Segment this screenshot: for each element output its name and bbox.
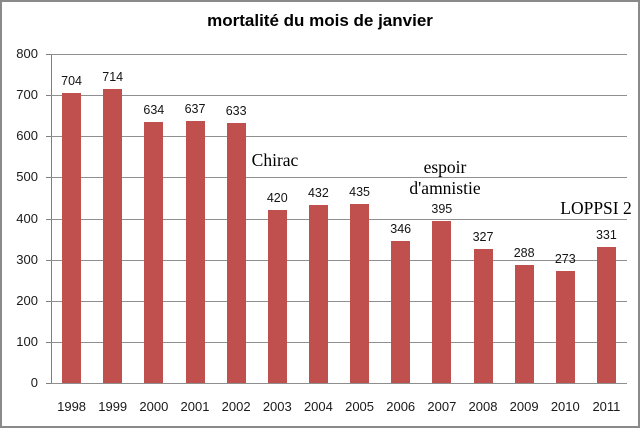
y-axis-label-200: 200 — [16, 292, 38, 308]
annotation-loppsi-2: LOPPSI 2 — [560, 198, 631, 219]
plot-area: Chirac espoir d'amnistie LOPPSI 2 704 714… — [46, 54, 632, 384]
y-axis-label-100: 100 — [16, 333, 38, 349]
bar-1999 — [103, 89, 123, 383]
x-axis-label-1999: 1999 — [98, 399, 128, 414]
annotation-chirac-text: Chirac — [251, 150, 299, 170]
y-axis-tick-300 — [46, 259, 51, 261]
y-axis-label-500: 500 — [16, 169, 38, 185]
bar-2004 — [308, 205, 328, 383]
annotation-chirac: Chirac — [252, 150, 299, 171]
y-axis-tick-600 — [46, 136, 51, 138]
x-axis-label-2004: 2004 — [303, 399, 333, 414]
y-axis-tick-100 — [46, 341, 51, 343]
bar-value-label-2009: 288 — [513, 245, 535, 260]
annotation-espoir-line-1: espoir — [423, 157, 467, 177]
x-axis-label-1998: 1998 — [57, 399, 87, 414]
y-axis-tick-0 — [46, 383, 51, 384]
annotation-loppsi-2-text: LOPPSI 2 — [560, 198, 632, 218]
y-axis-tick-400 — [46, 218, 51, 220]
y-axis-tick-700 — [46, 95, 51, 97]
bar-2009 — [514, 264, 534, 383]
y-axis-label-700: 700 — [16, 87, 38, 103]
bar-value-label-2000: 634 — [143, 103, 165, 118]
bar-2007 — [432, 220, 452, 383]
gridline-700 — [51, 95, 627, 97]
bar-value-label-2002: 633 — [225, 103, 247, 118]
y-axis-label-300: 300 — [16, 251, 38, 267]
bar-2002 — [226, 122, 246, 383]
x-axis-label-2011: 2011 — [592, 399, 621, 414]
bar-2010 — [555, 270, 575, 383]
gridline-800 — [51, 54, 627, 55]
annotation-espoir-line-2: d'amnistie — [409, 178, 481, 198]
bar-value-label-2006: 346 — [390, 221, 412, 236]
y-axis-label-600: 600 — [16, 128, 38, 144]
x-axis-label-2003: 2003 — [262, 399, 292, 414]
x-axis-label-2007: 2007 — [427, 399, 457, 414]
x-axis-label-2010: 2010 — [550, 399, 580, 414]
gridline-600 — [51, 136, 627, 138]
gridline-200 — [51, 300, 627, 302]
bar-2005 — [350, 204, 370, 383]
x-axis-label-2001: 2001 — [180, 399, 210, 414]
x-axis-label-2002: 2002 — [221, 399, 251, 414]
bar-value-label-2010: 273 — [554, 251, 576, 266]
bar-2000 — [144, 122, 164, 383]
x-axis-labels: 1998 1999 2000 2001 2002 2003 2004 2005 2006 2007… — [51, 399, 627, 417]
bar-value-label-2005: 435 — [349, 185, 370, 200]
x-axis-label-2000: 2000 — [139, 399, 169, 414]
bar-value-label-1998: 704 — [61, 74, 82, 89]
y-axis-label-0: 0 — [30, 375, 38, 390]
bar-value-label-2001: 637 — [184, 102, 206, 117]
bar-value-label-2003: 420 — [266, 191, 288, 206]
y-axis-label-800: 800 — [16, 46, 38, 61]
y-axis-tick-200 — [46, 300, 51, 302]
bar-value-label-2004: 432 — [307, 186, 329, 201]
bar-1998 — [62, 93, 82, 383]
bar-value-label-2011: 331 — [595, 227, 617, 242]
y-axis-labels: 0 100 200 300 400 500 600 700 800 — [2, 46, 42, 390]
y-axis-label-400: 400 — [16, 210, 38, 226]
x-axis-label-2008: 2008 — [468, 399, 498, 414]
gridline-0 — [51, 383, 627, 384]
bar-value-label-2008: 327 — [472, 229, 494, 244]
bar-value-label-2007: 395 — [431, 201, 453, 216]
bar-2001 — [185, 121, 205, 383]
gridline-500 — [51, 177, 627, 179]
gridline-100 — [51, 341, 627, 343]
gridline-300 — [51, 259, 627, 261]
x-axis-label-2006: 2006 — [386, 399, 416, 414]
gridline-400 — [51, 218, 627, 220]
annotation-espoir-damnistie: espoir d'amnistie — [409, 157, 480, 199]
chart-title: mortalité du mois de janvier — [207, 11, 433, 30]
x-axis-label-2009: 2009 — [509, 399, 539, 414]
bar-2003 — [267, 210, 287, 383]
x-axis-label-2005: 2005 — [345, 399, 375, 414]
y-axis-tick-500 — [46, 177, 51, 179]
y-axis-tick-800 — [46, 54, 51, 55]
bar-2011 — [596, 246, 616, 383]
bar-2006 — [391, 240, 411, 383]
bar-2008 — [473, 248, 493, 383]
bar-value-label-1999: 714 — [102, 70, 124, 85]
